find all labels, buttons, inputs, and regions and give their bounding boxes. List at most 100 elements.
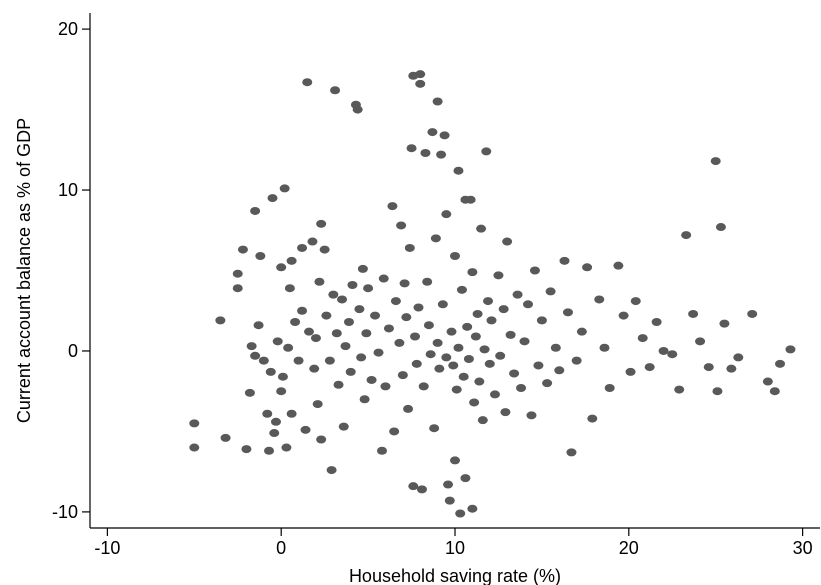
data-point bbox=[425, 350, 436, 359]
data-point bbox=[413, 303, 424, 312]
data-point bbox=[594, 295, 605, 304]
data-point bbox=[429, 424, 440, 433]
data-point bbox=[443, 480, 454, 489]
data-point bbox=[453, 166, 464, 175]
data-point bbox=[456, 285, 467, 294]
data-point bbox=[420, 149, 431, 158]
data-point bbox=[232, 269, 243, 278]
data-point bbox=[276, 387, 287, 396]
data-point bbox=[272, 337, 283, 346]
data-point bbox=[415, 79, 426, 88]
data-point bbox=[562, 308, 573, 317]
data-point bbox=[542, 379, 553, 388]
data-point bbox=[422, 277, 433, 286]
data-point bbox=[241, 445, 252, 454]
data-point bbox=[519, 337, 530, 346]
data-point bbox=[416, 485, 427, 494]
data-point bbox=[432, 97, 443, 106]
data-point bbox=[733, 353, 744, 362]
data-point bbox=[411, 359, 422, 368]
data-point bbox=[340, 342, 351, 351]
data-point bbox=[255, 252, 266, 261]
data-point bbox=[505, 330, 516, 339]
data-point bbox=[321, 311, 332, 320]
data-point bbox=[498, 305, 509, 314]
x-tick-label: 10 bbox=[445, 538, 465, 558]
data-point bbox=[354, 305, 365, 314]
data-point bbox=[550, 343, 561, 352]
data-point bbox=[493, 271, 504, 280]
data-point bbox=[394, 338, 405, 347]
data-point bbox=[297, 306, 308, 315]
data-point bbox=[463, 355, 474, 364]
data-point bbox=[651, 318, 662, 326]
data-point bbox=[397, 371, 408, 380]
data-point bbox=[470, 332, 481, 341]
data-point bbox=[448, 361, 459, 370]
data-point bbox=[297, 243, 308, 252]
data-point bbox=[467, 504, 478, 513]
data-point bbox=[373, 348, 384, 357]
data-point bbox=[370, 311, 381, 320]
data-point bbox=[302, 78, 313, 87]
data-point bbox=[220, 433, 231, 442]
data-point bbox=[328, 290, 339, 299]
data-point bbox=[270, 417, 281, 426]
data-point bbox=[304, 327, 314, 336]
data-point bbox=[444, 496, 455, 505]
data-point bbox=[604, 383, 615, 392]
data-point bbox=[316, 435, 327, 444]
data-point bbox=[613, 261, 624, 270]
data-point bbox=[345, 367, 356, 376]
data-point bbox=[509, 369, 520, 378]
data-point bbox=[408, 482, 419, 491]
data-point bbox=[486, 316, 497, 325]
data-point bbox=[244, 388, 255, 397]
data-point bbox=[484, 359, 495, 368]
data-point bbox=[279, 184, 290, 193]
y-tick-label: -10 bbox=[52, 502, 78, 522]
data-point bbox=[286, 409, 297, 418]
data-point bbox=[512, 290, 523, 299]
data-point bbox=[361, 329, 372, 338]
data-point bbox=[453, 343, 464, 352]
data-point bbox=[347, 280, 358, 289]
data-point bbox=[526, 411, 537, 420]
data-point bbox=[489, 390, 500, 399]
data-point bbox=[312, 400, 323, 409]
data-point bbox=[436, 150, 447, 159]
data-point bbox=[316, 219, 327, 228]
data-point bbox=[237, 245, 248, 254]
data-point bbox=[286, 256, 297, 265]
data-point bbox=[232, 284, 243, 293]
data-point bbox=[695, 337, 706, 346]
data-point bbox=[264, 446, 275, 455]
data-point bbox=[284, 284, 295, 293]
data-point bbox=[516, 383, 527, 392]
data-point bbox=[769, 387, 780, 396]
data-point bbox=[250, 351, 261, 360]
data-point bbox=[363, 284, 374, 293]
data-point bbox=[455, 509, 466, 518]
data-point bbox=[377, 446, 387, 455]
data-point bbox=[356, 353, 367, 362]
data-point bbox=[314, 277, 325, 286]
data-point bbox=[387, 202, 398, 211]
data-points bbox=[189, 70, 796, 518]
data-point bbox=[637, 334, 648, 343]
data-point bbox=[441, 210, 452, 219]
data-point bbox=[441, 353, 452, 362]
data-point bbox=[333, 380, 344, 389]
data-point bbox=[246, 342, 257, 351]
data-point bbox=[481, 147, 492, 156]
data-point bbox=[430, 234, 441, 243]
x-ticks: -10 0 10 20 30 bbox=[94, 528, 813, 558]
data-point bbox=[380, 382, 391, 391]
data-point bbox=[465, 195, 476, 204]
data-point bbox=[747, 309, 758, 318]
data-point bbox=[467, 268, 478, 277]
data-point bbox=[277, 372, 288, 381]
data-point bbox=[710, 157, 721, 166]
